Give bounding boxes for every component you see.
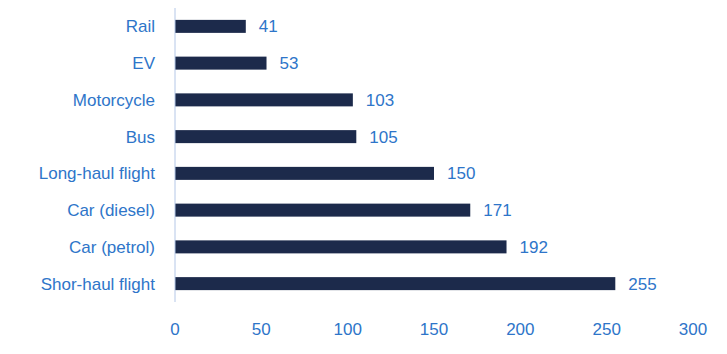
data-label: 105 xyxy=(369,128,397,147)
data-label: 53 xyxy=(280,54,299,73)
data-label: 103 xyxy=(366,91,394,110)
x-tick-label: 150 xyxy=(420,320,448,339)
x-tick-label: 50 xyxy=(252,320,271,339)
x-tick-label: 0 xyxy=(170,320,179,339)
category-label: Rail xyxy=(126,17,155,36)
bar xyxy=(175,93,353,106)
category-axis-line xyxy=(175,8,176,302)
bar xyxy=(175,130,356,143)
x-tick-label: 200 xyxy=(506,320,534,339)
category-label: Car (petrol) xyxy=(69,238,155,257)
bar xyxy=(175,277,615,290)
data-label: 171 xyxy=(483,201,511,220)
category-label: Car (diesel) xyxy=(67,201,155,220)
category-label: EV xyxy=(132,54,155,73)
x-tick-label: 100 xyxy=(333,320,361,339)
category-label: Long-haul flight xyxy=(39,164,156,183)
bar xyxy=(175,204,470,217)
category-label: Shor-haul flight xyxy=(41,275,156,294)
bar xyxy=(175,20,246,33)
data-label: 150 xyxy=(447,164,475,183)
category-label: Motorcycle xyxy=(73,91,155,110)
chart: Rail EV Motorcycle Bus Long-haul flight Car (… xyxy=(0,0,727,354)
x-tick-label: 250 xyxy=(592,320,620,339)
x-tick-label: 300 xyxy=(679,320,707,339)
data-label: 41 xyxy=(259,17,278,36)
data-label: 255 xyxy=(628,275,656,294)
bar xyxy=(175,167,434,180)
bar xyxy=(175,240,507,253)
bar xyxy=(175,57,267,70)
category-label: Bus xyxy=(126,128,155,147)
data-label: 192 xyxy=(520,238,548,257)
bars xyxy=(175,20,615,290)
